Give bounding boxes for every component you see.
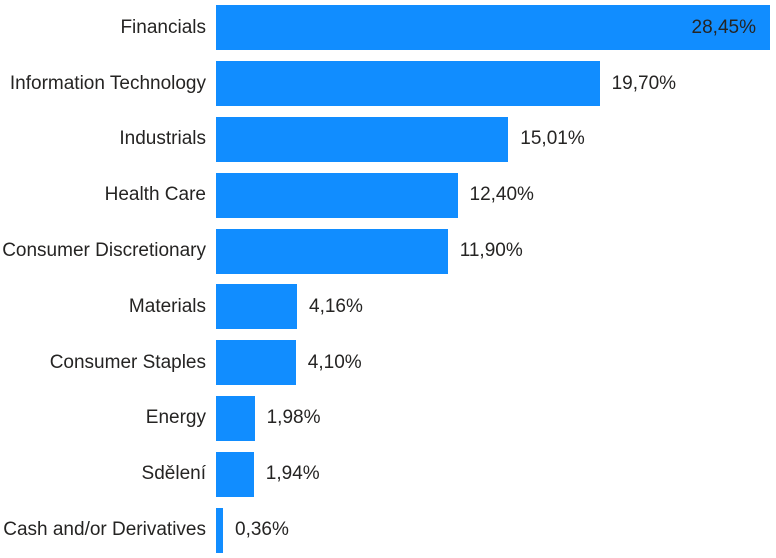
chart-row: Information Technology 19,70% [0,56,776,112]
value-label: 4,16% [309,295,363,317]
chart-row: Energy 1,98% [0,391,776,447]
bar[interactable] [216,395,255,441]
value-label: 0,36% [235,519,289,541]
chart-row: Materials 4,16% [0,279,776,335]
category-label: Information Technology [9,72,206,94]
chart-row: Health Care 12,40% [0,167,776,223]
bar[interactable] [216,284,297,330]
value-label: 15,01% [520,128,585,150]
bar-track: 4,10% [216,335,776,391]
chart-row: Industrials 15,01% [0,112,776,168]
category-label: Consumer Discretionary [2,240,206,262]
bar-track: 28,45% [216,0,776,56]
category-label: Health Care [104,184,206,206]
bar[interactable] [216,340,296,386]
chart-row: Consumer Discretionary 11,90% [0,223,776,279]
bar-track: 4,16% [216,279,776,335]
bar-track: 11,90% [216,223,776,279]
bar-track: 0,36% [216,502,776,558]
bar[interactable] [216,61,600,107]
bar[interactable] [216,507,223,553]
bar-track: 1,98% [216,391,776,447]
bar-track: 1,94% [216,446,776,502]
value-label: 1,94% [265,463,320,485]
bar-track: 15,01% [216,112,776,168]
value-label: 12,40% [469,184,534,206]
category-label: Cash and/or Derivatives [3,519,206,541]
category-label: Financials [120,16,206,38]
bar[interactable]: 28,45% [216,5,770,51]
category-label: Industrials [119,128,206,150]
bar[interactable] [216,228,448,274]
category-label: Materials [128,295,206,317]
value-label: 19,70% [611,72,677,94]
bar-track: 12,40% [216,167,776,223]
value-label: 4,10% [307,351,362,373]
bar[interactable] [216,172,458,218]
value-label: 28,45% [691,16,756,38]
bar[interactable] [216,116,509,162]
bar-track: 19,70% [216,56,776,112]
chart-row: Financials 28,45% [0,0,776,56]
chart-row: Sdělení 1,94% [0,446,776,502]
category-label: Sdělení [141,463,206,485]
value-label: 11,90% [459,240,523,262]
category-label: Consumer Staples [49,351,206,373]
bar[interactable] [216,451,254,497]
value-label: 1,98% [266,407,321,429]
category-label: Energy [145,407,206,429]
chart-row: Cash and/or Derivatives 0,36% [0,502,776,558]
chart-row: Consumer Staples 4,10% [0,335,776,391]
